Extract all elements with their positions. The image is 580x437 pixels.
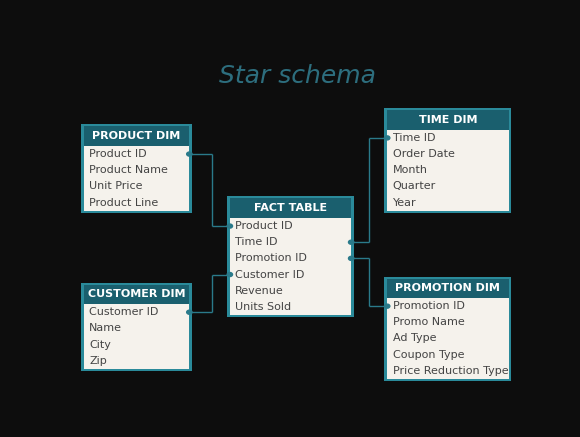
Text: PROMOTION DIM: PROMOTION DIM [396,283,501,293]
Text: Month: Month [393,165,427,175]
Bar [387,330,509,347]
Bar [230,234,351,250]
Bar [81,125,192,213]
Text: Promotion ID: Promotion ID [235,253,307,264]
Bar [387,298,509,314]
Circle shape [349,257,354,260]
Bar [227,197,354,317]
Bar [387,314,509,330]
Bar [84,178,189,194]
Text: Customer ID: Customer ID [89,307,158,317]
Bar [385,277,511,381]
Bar [230,198,351,218]
Bar [385,108,511,213]
Bar [84,126,189,146]
Text: Year: Year [393,198,416,208]
Text: Order Date: Order Date [393,149,454,159]
Text: TIME DIM: TIME DIM [419,115,477,125]
Bar [230,283,351,299]
Text: Revenue: Revenue [235,286,284,296]
Text: Time ID: Time ID [235,237,278,247]
Text: Product Line: Product Line [89,198,158,208]
Text: Price Reduction Type: Price Reduction Type [393,366,508,376]
Text: Name: Name [89,323,122,333]
Text: Product ID: Product ID [89,149,147,159]
Bar [84,146,189,162]
Text: CUSTOMER DIM: CUSTOMER DIM [88,289,185,299]
Bar [230,218,351,234]
Bar [387,110,509,130]
Bar [84,284,189,304]
Bar [81,283,192,371]
Bar [387,194,509,211]
Text: PRODUCT DIM: PRODUCT DIM [92,131,181,141]
Text: FACT TABLE: FACT TABLE [254,203,327,213]
Text: Quarter: Quarter [393,181,436,191]
Text: Promotion ID: Promotion ID [393,301,465,311]
Text: Ad Type: Ad Type [393,333,436,343]
Bar [230,250,351,267]
Text: Zip: Zip [89,356,107,366]
Text: Unit Price: Unit Price [89,181,143,191]
Bar [84,336,189,353]
Bar [84,194,189,211]
Text: Time ID: Time ID [393,133,435,143]
Text: Customer ID: Customer ID [235,270,304,280]
Text: Product ID: Product ID [235,221,293,231]
Text: Promo Name: Promo Name [393,317,465,327]
Bar [387,162,509,178]
Bar [84,320,189,336]
Bar [84,304,189,320]
Bar [387,130,509,146]
Circle shape [349,240,354,244]
Bar [230,299,351,315]
Bar [387,278,509,298]
Circle shape [187,152,192,156]
Circle shape [227,273,233,277]
Text: Units Sold: Units Sold [235,302,291,312]
Text: City: City [89,340,111,350]
Bar [387,178,509,194]
Text: Product Name: Product Name [89,165,168,175]
Bar [84,162,189,178]
Circle shape [385,304,390,308]
Bar [387,146,509,162]
Circle shape [227,224,233,228]
Circle shape [385,136,390,140]
Text: Coupon Type: Coupon Type [393,350,464,360]
Text: Star schema: Star schema [219,64,376,88]
Bar [84,353,189,369]
Bar [387,347,509,363]
Bar [387,363,509,379]
Bar [230,267,351,283]
Circle shape [187,310,192,314]
